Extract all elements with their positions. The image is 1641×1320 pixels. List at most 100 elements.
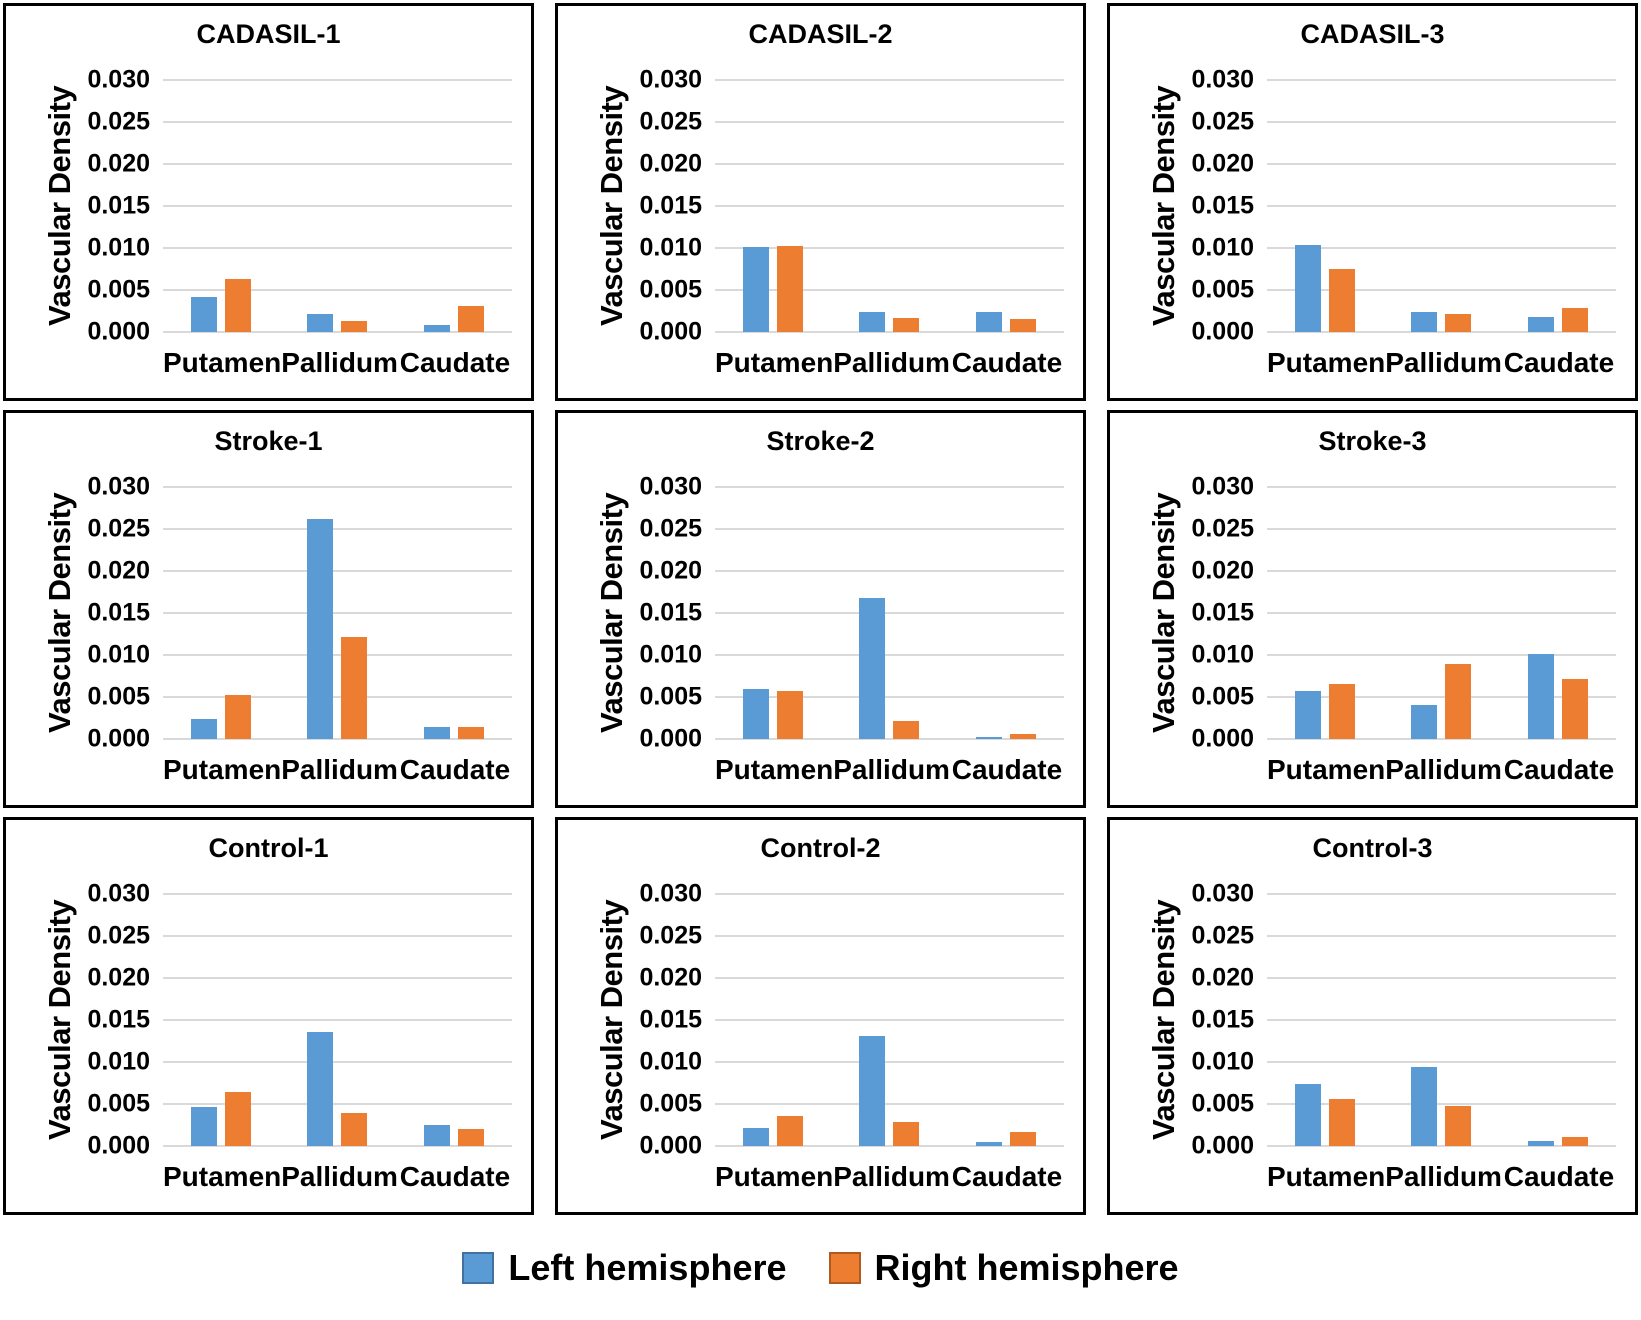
y-tick-label: 0.020: [1191, 963, 1254, 992]
y-tick-label: 0.030: [1191, 879, 1254, 908]
gridline: [163, 1060, 512, 1063]
gridlines: [715, 893, 1064, 1147]
gridline: [163, 976, 512, 979]
y-tick-label: 0.005: [87, 275, 150, 304]
x-axis-labels: Putamen Pallidum Caudate: [1267, 754, 1616, 786]
gridline: [163, 1019, 512, 1021]
plot-area: [715, 79, 1064, 333]
gridline: [163, 653, 512, 656]
x-tick-label: Caudate: [399, 1161, 511, 1192]
x-tick-label: Putamen: [1267, 754, 1386, 785]
y-tick-label: 0.020: [87, 556, 150, 585]
bar-group: [396, 80, 512, 332]
y-tick-label: 0.025: [87, 514, 150, 543]
chart-panel: CADASIL-3 Vascular Density 0.030 0.025 0.0…: [1107, 3, 1638, 401]
x-tick-label: Pallidum: [281, 754, 398, 785]
y-axis-ticks: 0.030 0.025 0.020 0.015 0.010 0.005 0.000: [1162, 67, 1262, 344]
panel-title: Stroke-3: [1318, 426, 1427, 456]
panel-title: CADASIL-1: [196, 19, 341, 49]
x-axis-labels: Putamen Pallidum Caudate: [1267, 347, 1616, 379]
bar-group: [1267, 487, 1383, 739]
bar-right-hemisphere: [457, 305, 484, 332]
bar-group: [1383, 894, 1499, 1146]
bar-right-hemisphere: [1009, 1131, 1036, 1146]
bar-right-hemisphere: [457, 727, 484, 739]
x-tick-label: Pallidum: [1385, 1161, 1502, 1192]
y-tick-label: 0.020: [639, 556, 702, 585]
gridline: [715, 331, 1064, 333]
y-tick-label: 0.005: [1191, 682, 1254, 711]
bar-group: [948, 487, 1064, 739]
x-axis-labels: Putamen Pallidum Caudate: [163, 347, 512, 379]
bar-right-hemisphere: [777, 246, 804, 332]
bar-group: [715, 487, 831, 739]
bar-right-hemisphere: [1445, 1105, 1472, 1146]
bar-left-hemisphere: [423, 325, 450, 332]
gridline: [1267, 205, 1616, 207]
bar-left-hemisphere: [423, 1125, 450, 1146]
bar-group: [163, 894, 279, 1146]
bar-left-hemisphere: [1411, 705, 1438, 739]
gridline: [715, 653, 1064, 656]
y-tick-label: 0.000: [87, 724, 150, 753]
y-tick-label: 0.030: [1191, 65, 1254, 94]
gridline: [1267, 1145, 1616, 1147]
y-tick-label: 0.030: [87, 472, 150, 501]
x-tick-label: Pallidum: [281, 1161, 398, 1192]
legend-label-right-hemisphere: Right hemisphere: [874, 1247, 1179, 1288]
y-tick-label: 0.010: [1191, 1047, 1254, 1076]
gridline: [163, 738, 512, 740]
y-tick-label: 0.025: [1191, 514, 1254, 543]
panel-title: Stroke-2: [766, 426, 875, 456]
gridline: [715, 205, 1064, 207]
bar-left-hemisphere: [1295, 245, 1322, 332]
x-tick-label: Pallidum: [833, 1161, 950, 1192]
gridline: [715, 934, 1064, 937]
gridline: [715, 289, 1064, 291]
gridlines: [1267, 79, 1616, 333]
bar-left-hemisphere: [743, 689, 770, 739]
y-tick-label: 0.010: [87, 1047, 150, 1076]
x-tick-label: Caudate: [951, 347, 1063, 378]
gridline: [163, 162, 512, 165]
gridline: [715, 612, 1064, 614]
gridline: [163, 205, 512, 207]
bar-group: [948, 80, 1064, 332]
x-tick-label: Caudate: [1503, 1161, 1615, 1192]
y-tick-label: 0.005: [87, 1089, 150, 1118]
bar-right-hemisphere: [1329, 269, 1356, 332]
y-tick-label: 0.025: [1191, 107, 1254, 136]
y-tick-label: 0.000: [87, 317, 150, 346]
bar-left-hemisphere: [975, 311, 1002, 332]
bar-groups: [715, 894, 1064, 1146]
gridlines: [163, 79, 512, 333]
legend-item-right-hemisphere: Right hemisphere: [828, 1247, 1179, 1288]
bar-right-hemisphere: [1009, 733, 1036, 739]
bar-group: [163, 80, 279, 332]
y-axis-ticks: 0.030 0.025 0.020 0.015 0.010 0.005 0.000: [1162, 474, 1262, 751]
y-tick-label: 0.015: [1191, 1005, 1254, 1034]
gridline: [163, 246, 512, 249]
y-tick-label: 0.020: [87, 963, 150, 992]
y-axis-ticks: 0.030 0.025 0.020 0.015 0.010 0.005 0.000: [58, 67, 158, 344]
x-tick-label: Putamen: [163, 1161, 282, 1192]
bar-right-hemisphere: [457, 1129, 484, 1146]
bar-right-hemisphere: [777, 691, 804, 739]
gridline: [1267, 976, 1616, 979]
y-tick-label: 0.000: [87, 1131, 150, 1160]
gridline: [715, 1019, 1064, 1021]
x-tick-label: Caudate: [951, 1161, 1063, 1192]
gridlines: [715, 486, 1064, 740]
y-tick-label: 0.005: [639, 275, 702, 304]
gridline: [163, 79, 512, 81]
y-tick-label: 0.010: [87, 233, 150, 262]
x-axis-labels: Putamen Pallidum Caudate: [163, 1161, 512, 1193]
x-tick-label: Pallidum: [281, 347, 398, 378]
bar-right-hemisphere: [777, 1115, 804, 1146]
plot-area: [1267, 893, 1616, 1147]
legend-swatch-right-hemisphere: [828, 1252, 861, 1284]
bar-group: [831, 894, 947, 1146]
gridline: [715, 696, 1064, 698]
x-tick-label: Caudate: [1503, 754, 1615, 785]
